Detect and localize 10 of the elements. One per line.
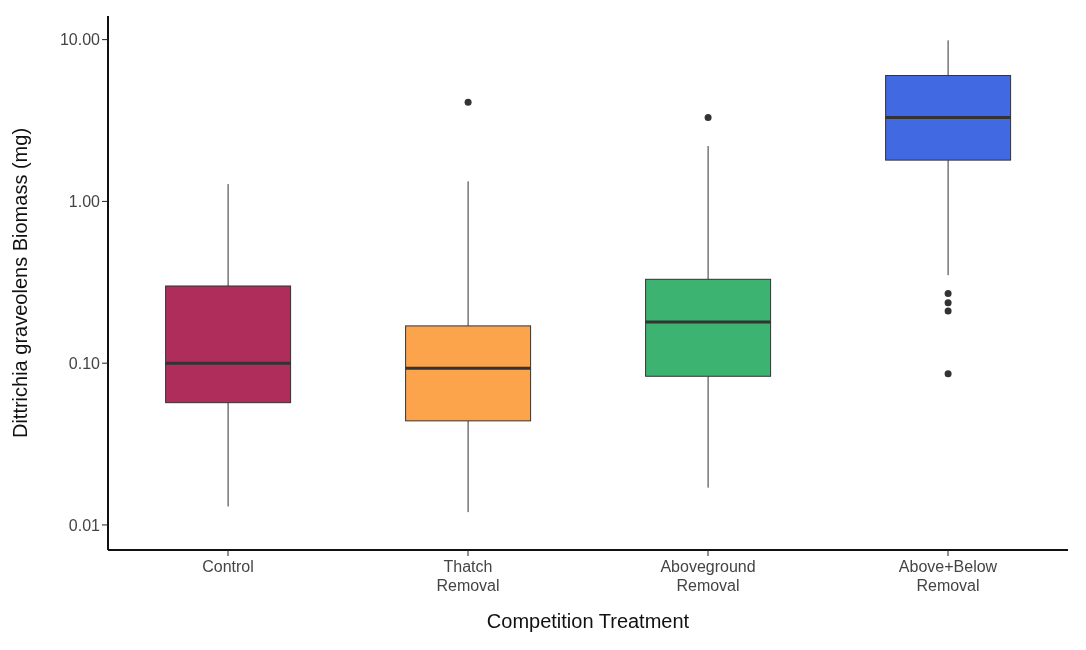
y-tick-label: 0.10 xyxy=(68,354,101,372)
x-axis-title: Competition Treatment xyxy=(486,610,690,632)
x-tick-label: Above+Below Removal xyxy=(898,558,998,594)
x-tick-label: Aboveground Removal xyxy=(660,558,756,594)
x-tick-label: Control xyxy=(202,558,254,575)
y-tick-label: 0.01 xyxy=(68,516,101,534)
y-tick-label: 10.00 xyxy=(59,31,101,49)
x-tick-label: Thatch Removal xyxy=(436,558,500,594)
y-axis-title: Dittrichia graveolens Biomass (mg) xyxy=(9,127,32,439)
y-tick-label: 1.00 xyxy=(68,193,101,211)
